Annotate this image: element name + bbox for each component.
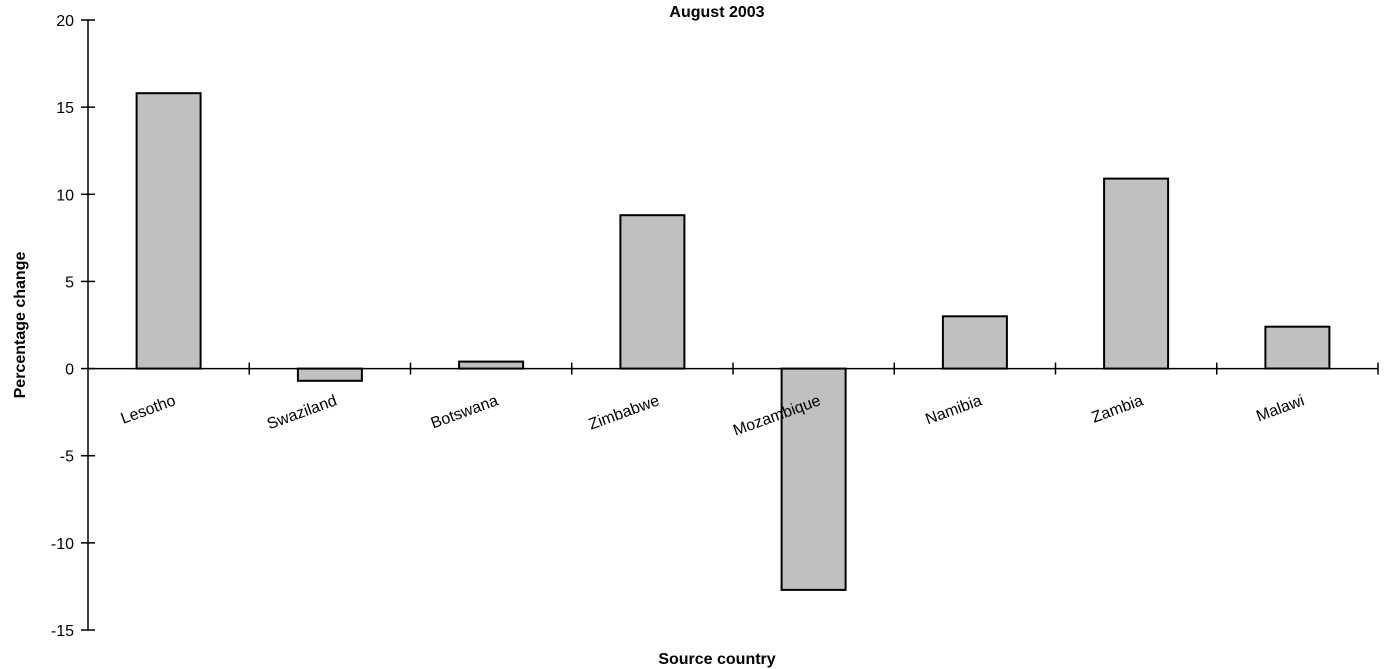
y-axis-title: Percentage change [12, 252, 29, 399]
y-tick-label: 15 [56, 100, 74, 117]
bar-malawi [1264, 325, 1331, 370]
x-category-label-malawi: Malawi [1254, 392, 1307, 425]
x-category-label-namibia: Namibia [923, 392, 984, 428]
y-tick-label: -15 [51, 623, 74, 640]
y-tick-label: 5 [65, 274, 74, 291]
x-category-label-botswana: Botswana [429, 392, 501, 432]
bar-namibia [941, 315, 1008, 370]
y-tick-label: 0 [65, 362, 74, 379]
bar-swaziland [296, 367, 363, 382]
x-category-label-zambia: Zambia [1090, 392, 1146, 426]
chart-title: August 2003 [669, 4, 764, 21]
bar-zambia [1103, 177, 1170, 370]
bar-mozambique [780, 367, 847, 591]
y-tick-label: -5 [60, 449, 74, 466]
x-axis-title: Source country [658, 651, 775, 668]
x-category-label-lesotho: Lesotho [119, 392, 178, 427]
y-tick-label: -10 [51, 536, 74, 553]
bar-lesotho [135, 92, 202, 370]
bars-layer [135, 92, 1331, 591]
axes-layer [81, 19, 1379, 631]
x-category-label-swaziland: Swaziland [265, 392, 339, 433]
y-tick-label: 20 [56, 13, 74, 30]
bar-botswana [458, 360, 525, 370]
x-category-label-zimbabwe: Zimbabwe [587, 392, 662, 433]
bar-zimbabwe [619, 214, 686, 370]
y-tick-label: 10 [56, 187, 74, 204]
